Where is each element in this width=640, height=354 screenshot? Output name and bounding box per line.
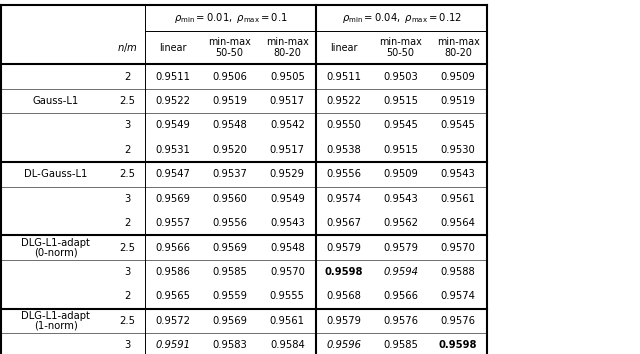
Text: 0.9542: 0.9542 [270,120,305,131]
Text: linear: linear [330,42,358,53]
Text: 0.9583: 0.9583 [212,340,247,350]
Text: 0.9579: 0.9579 [326,316,362,326]
Text: 0.9543: 0.9543 [270,218,305,228]
Text: 0.9509: 0.9509 [383,169,418,179]
Text: 3: 3 [125,120,131,131]
Text: 0.9549: 0.9549 [156,120,191,131]
Text: (0-norm): (0-norm) [34,247,77,257]
Text: 0.9569: 0.9569 [156,194,191,204]
Text: 0.9588: 0.9588 [441,267,476,277]
Text: min-max
50-50: min-max 50-50 [209,37,251,58]
Text: 0.9509: 0.9509 [441,72,476,82]
Text: 0.9576: 0.9576 [383,316,418,326]
Text: $\rho_{\min} = 0.01,\ \rho_{\max} = 0.1$: $\rho_{\min} = 0.01,\ \rho_{\max} = 0.1$ [174,11,287,25]
Text: 0.9555: 0.9555 [270,291,305,302]
Text: 0.9570: 0.9570 [270,267,305,277]
Text: 0.9505: 0.9505 [270,72,305,82]
Text: 0.9531: 0.9531 [156,145,191,155]
Text: 0.9594: 0.9594 [383,267,418,277]
Text: 0.9591: 0.9591 [156,340,191,350]
Text: 0.9515: 0.9515 [383,96,418,106]
Text: 3: 3 [125,194,131,204]
Text: 0.9598: 0.9598 [439,340,477,350]
Text: 0.9529: 0.9529 [270,169,305,179]
Text: 0.9574: 0.9574 [441,291,476,302]
Text: 0.9511: 0.9511 [156,72,191,82]
Text: 0.9519: 0.9519 [212,96,247,106]
Text: DL-Gauss-L1: DL-Gauss-L1 [24,169,88,179]
Text: 0.9506: 0.9506 [212,72,247,82]
Text: 2.5: 2.5 [120,96,136,106]
Text: 0.9538: 0.9538 [326,145,362,155]
Text: 0.9545: 0.9545 [441,120,476,131]
Text: 0.9517: 0.9517 [270,145,305,155]
Text: 0.9585: 0.9585 [383,340,418,350]
Text: 0.9519: 0.9519 [441,96,476,106]
Text: 0.9511: 0.9511 [326,72,362,82]
Text: 0.9579: 0.9579 [326,242,362,253]
Text: min-max
50-50: min-max 50-50 [380,37,422,58]
Text: 0.9564: 0.9564 [441,218,476,228]
Text: 0.9557: 0.9557 [156,218,191,228]
Text: 0.9566: 0.9566 [156,242,191,253]
Text: 0.9517: 0.9517 [270,96,305,106]
Text: min-max
80-20: min-max 80-20 [266,37,308,58]
Text: 2.5: 2.5 [120,316,136,326]
Text: 0.9561: 0.9561 [441,194,476,204]
Text: 0.9530: 0.9530 [441,145,476,155]
Text: 0.9556: 0.9556 [326,169,362,179]
Text: 0.9549: 0.9549 [270,194,305,204]
Text: 0.9570: 0.9570 [441,242,476,253]
Text: 0.9585: 0.9585 [212,267,247,277]
Text: 0.9596: 0.9596 [326,340,362,350]
Text: DLG-L1-adapt: DLG-L1-adapt [21,238,90,248]
Text: 0.9584: 0.9584 [270,340,305,350]
Text: 0.9543: 0.9543 [441,169,476,179]
Text: 0.9522: 0.9522 [156,96,191,106]
Text: 0.9550: 0.9550 [326,120,362,131]
Text: 0.9560: 0.9560 [212,194,247,204]
Text: 0.9548: 0.9548 [212,120,247,131]
Text: 0.9598: 0.9598 [324,267,364,277]
Text: 2: 2 [125,145,131,155]
Text: 0.9537: 0.9537 [212,169,247,179]
Text: DLG-L1-adapt: DLG-L1-adapt [21,311,90,321]
Text: 0.9586: 0.9586 [156,267,191,277]
Text: 0.9547: 0.9547 [156,169,191,179]
Text: 0.9572: 0.9572 [156,316,191,326]
Text: 0.9559: 0.9559 [212,291,247,302]
Text: (1-norm): (1-norm) [34,320,77,331]
Text: 0.9545: 0.9545 [383,120,418,131]
Text: 0.9556: 0.9556 [212,218,247,228]
Text: 0.9522: 0.9522 [326,96,362,106]
Text: 2.5: 2.5 [120,242,136,253]
Text: 0.9515: 0.9515 [383,145,418,155]
Text: 0.9566: 0.9566 [383,291,418,302]
Text: $n/m$: $n/m$ [117,41,138,54]
Text: Gauss-L1: Gauss-L1 [33,96,79,106]
Text: 0.9567: 0.9567 [326,218,362,228]
Text: 0.9568: 0.9568 [326,291,362,302]
Text: linear: linear [159,42,187,53]
Text: 0.9503: 0.9503 [383,72,418,82]
Text: 2.5: 2.5 [120,169,136,179]
Text: 0.9574: 0.9574 [326,194,362,204]
Text: 2: 2 [125,218,131,228]
Text: 0.9576: 0.9576 [441,316,476,326]
Text: $\rho_{\min} = 0.04,\ \rho_{\max} = 0.12$: $\rho_{\min} = 0.04,\ \rho_{\max} = 0.12… [342,11,461,25]
Text: 0.9569: 0.9569 [212,242,247,253]
Text: 0.9562: 0.9562 [383,218,418,228]
Text: 0.9565: 0.9565 [156,291,191,302]
Text: 0.9548: 0.9548 [270,242,305,253]
Text: 0.9579: 0.9579 [383,242,418,253]
Text: 0.9543: 0.9543 [383,194,418,204]
Text: 0.9520: 0.9520 [212,145,247,155]
Text: 0.9569: 0.9569 [212,316,247,326]
Text: 2: 2 [125,291,131,302]
Text: min-max
80-20: min-max 80-20 [437,37,479,58]
Text: 3: 3 [125,340,131,350]
Text: 2: 2 [125,72,131,82]
Text: 3: 3 [125,267,131,277]
Text: 0.9561: 0.9561 [270,316,305,326]
